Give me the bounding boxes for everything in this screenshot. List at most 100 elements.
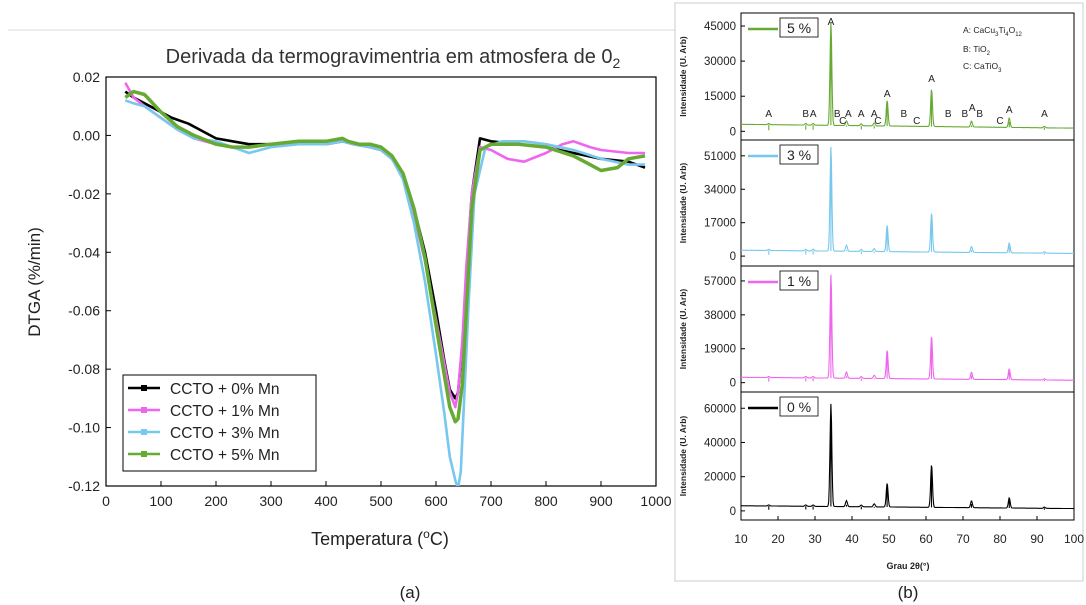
y-axis-label: Intensidade (U. Arb) (678, 416, 688, 497)
y-tick-label: 17000 (704, 218, 736, 230)
peak-label: A (871, 109, 878, 120)
legend-entry: CCTO + 1% Mn (170, 403, 280, 420)
legend-marker (141, 429, 147, 435)
peak-label: A (928, 74, 935, 85)
xrd-pattern-line (741, 146, 1074, 255)
peak-label: B (976, 109, 983, 120)
series-group-a (124, 82, 646, 486)
x-tick-label: 20 (771, 532, 785, 546)
subplot-legend-label: 0 % (787, 399, 811, 415)
phase-legend: A: CaCu3Ti4O12 B: TiO2 C: CaTiO3 (963, 25, 1023, 74)
axis-ticks-a: 0 100 200 300 400 500 600 700 800 900 1000 0.02 0.00… (68, 69, 672, 509)
subplot-frame (740, 391, 1075, 521)
y-tick-label: 51000 (704, 151, 736, 163)
xrd-pattern-line (741, 403, 1074, 510)
subplot-legend-label: 5 % (787, 20, 811, 36)
y-axis-label: Intensidade (U. Arb) (678, 289, 688, 370)
peak-label: B (802, 109, 809, 120)
y-axis-label-a: DTGA (%/min) (25, 227, 44, 337)
series-line-2 (124, 99, 645, 486)
x-tick-label: 100 (149, 493, 173, 509)
phase-b-label: B: TiO2 (963, 44, 991, 57)
peak-label: A (858, 109, 865, 120)
x-tick-label: 800 (534, 493, 558, 509)
xrd-subplot-0: 0 15000 30000 45000 Intensidade (U. Arb) 5 % (678, 12, 1075, 141)
y-tick-label: 0.02 (73, 69, 100, 85)
panel-a-label: (a) (400, 583, 421, 602)
x-tick-label: 600 (424, 493, 448, 509)
x-tick-label: 60 (919, 532, 933, 546)
x-tick-label: 0 (102, 493, 110, 509)
y-tick-label: -0.12 (68, 478, 100, 494)
xrd-subplot-2: 0 19000 38000 57000 Intensidade (U. Arb) 1 % (678, 265, 1075, 393)
y-tick-label: 0.00 (73, 127, 100, 143)
x-tick-label: 500 (369, 493, 393, 509)
legend-marker (141, 451, 147, 457)
panel-a-dtga-chart: Derivada da termogravimentria em atmosfe… (8, 29, 675, 602)
legend-box (779, 144, 819, 165)
x-tick-label: 90 (1030, 532, 1044, 546)
peak-label: A (1041, 109, 1048, 120)
peak-label: B (834, 109, 841, 120)
xrd-subplot-1: 0 17000 34000 51000 Intensidade (U. Arb) 3 % (678, 139, 1075, 267)
panel-b-label: (b) (898, 583, 919, 602)
legend-entry: CCTO + 5% Mn (170, 447, 280, 464)
x-tick-label: 1000 (640, 493, 671, 509)
y-tick-label: 0 (730, 378, 736, 390)
y-tick-label: 40000 (704, 437, 736, 449)
phase-c-label: C: CaTiO3 (963, 61, 1002, 74)
legend-entry: CCTO + 3% Mn (170, 425, 280, 442)
xrd-subplot-3: 0 20000 40000 60000 Intensidade (U. Arb) 0 % (678, 391, 1075, 521)
x-tick-label: 700 (479, 493, 503, 509)
peak-label: C (913, 116, 920, 127)
peak-label: A (810, 109, 817, 120)
legend-marker (141, 407, 147, 413)
y-tick-label: 30000 (704, 56, 736, 68)
chart-title-a: Derivada da termogravimentria em atmosfe… (166, 46, 621, 71)
y-tick-label: 0 (730, 506, 736, 518)
x-tick-label: 30 (808, 532, 822, 546)
y-tick-label: -0.02 (68, 186, 100, 202)
y-tick-label: -0.06 (68, 303, 100, 319)
y-tick-label: 38000 (704, 310, 736, 322)
y-tick-label: 0 (730, 251, 736, 263)
x-tick-label: 100 (1064, 532, 1084, 546)
peak-label: B (962, 109, 969, 120)
peak-label: A (884, 89, 891, 100)
y-tick-label: 20000 (704, 472, 736, 484)
y-axis-label: Intensidade (U. Arb) (678, 36, 688, 117)
x-tick-label: 80 (993, 532, 1007, 546)
legend-a: CCTO + 0% Mn CCTO + 1% Mn CCTO + 3% Mn CCTO… (122, 374, 317, 472)
y-tick-label: 45000 (704, 21, 736, 33)
y-tick-label: 19000 (704, 344, 736, 356)
peak-label: B (900, 109, 907, 120)
peak-label: B (945, 109, 952, 120)
peak-label: A (765, 109, 772, 120)
legend-box (779, 396, 819, 417)
peak-label: C (839, 116, 846, 127)
xrd-pattern-line (741, 274, 1074, 382)
x-axis-label-a: Temperatura (oC) (311, 527, 449, 549)
x-tick-label: 50 (882, 532, 896, 546)
y-tick-label: 0 (730, 126, 736, 138)
x-tick-label: 900 (589, 493, 613, 509)
peak-label: A (845, 109, 852, 120)
y-tick-label: 15000 (704, 91, 736, 103)
x-tick-label: 200 (204, 493, 228, 509)
legend-marker (141, 385, 147, 391)
subplot-legend-label: 3 % (787, 147, 811, 163)
y-tick-label: -0.04 (68, 244, 100, 260)
x-tick-label: 10 (734, 532, 748, 546)
y-axis-label: Intensidade (U. Arb) (678, 163, 688, 244)
y-tick-label: 60000 (704, 403, 736, 415)
xrd-pattern-line (741, 22, 1074, 131)
peak-label: A (969, 103, 976, 114)
x-axis-label-b: Grau 2θ(°) (887, 561, 930, 571)
legend-entry: CCTO + 0% Mn (170, 381, 280, 398)
x-tick-label: 300 (259, 493, 283, 509)
series-line-3 (124, 89, 646, 424)
